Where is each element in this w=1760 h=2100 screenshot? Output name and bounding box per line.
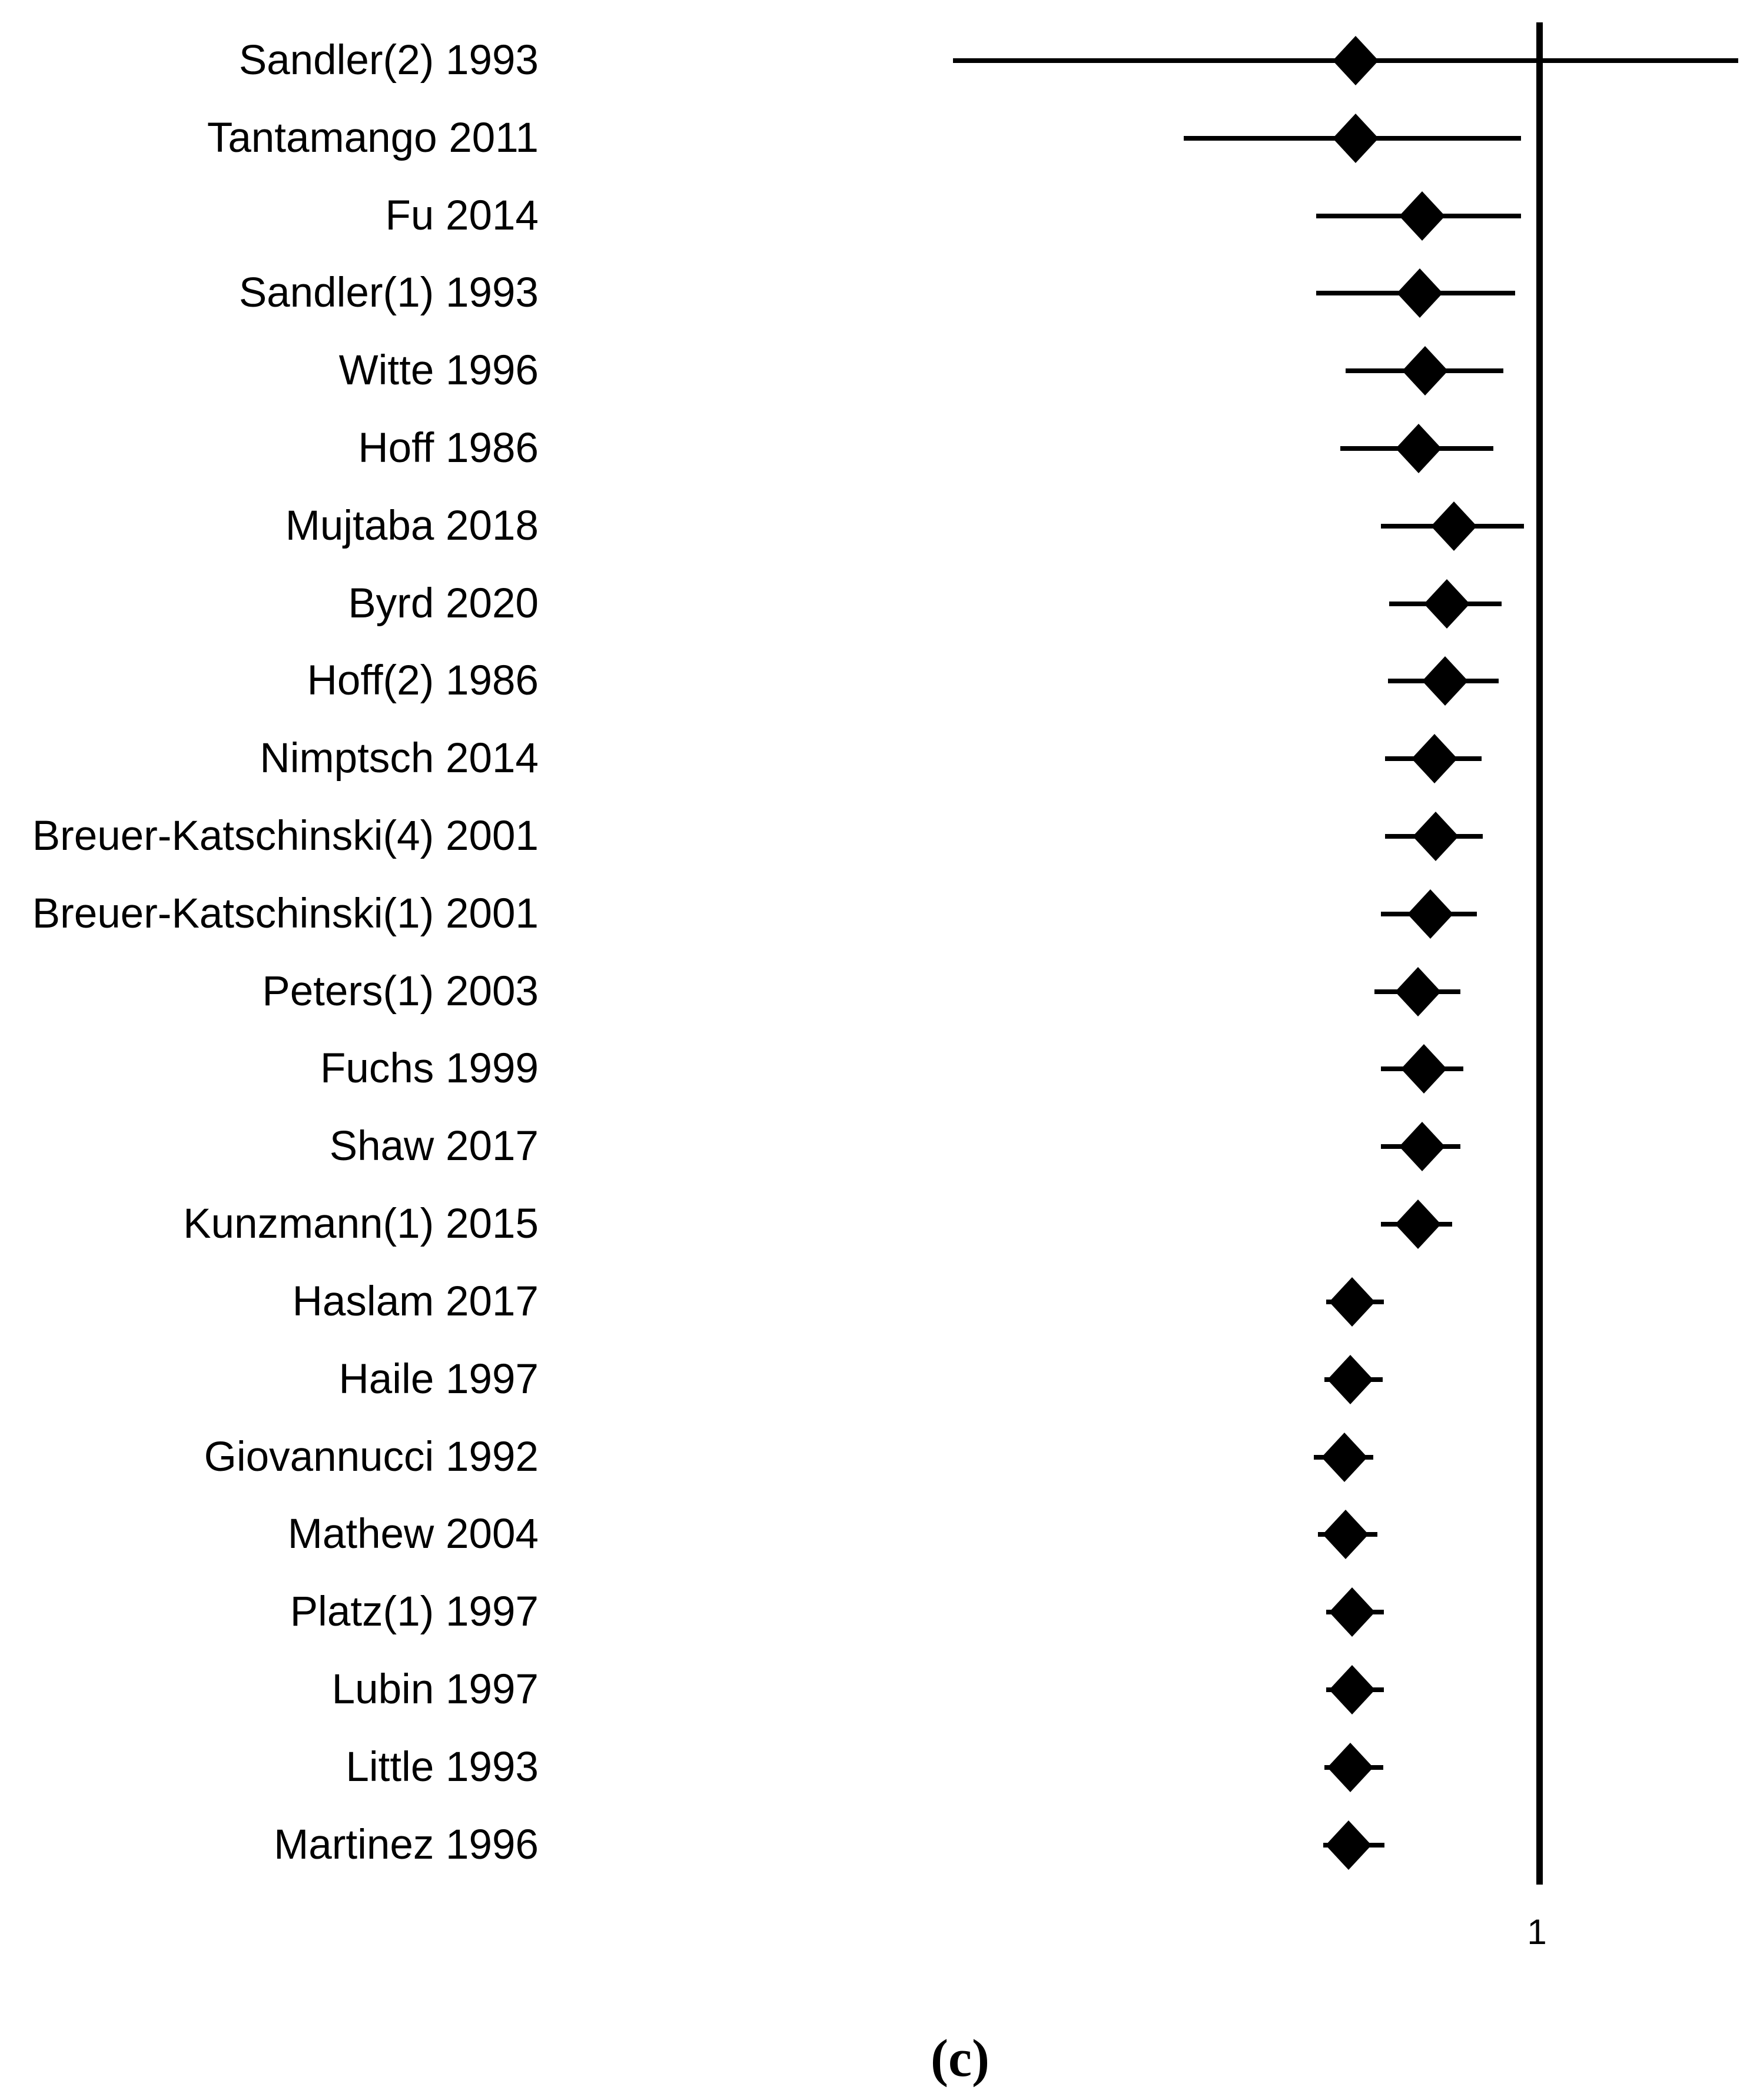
study-label: Mathew 2004 xyxy=(287,1511,539,1557)
study-label: Kunzmann(1) 2015 xyxy=(183,1201,539,1247)
x-axis-tick-label: 1 xyxy=(1527,1912,1547,1952)
diamond-marker xyxy=(1402,346,1448,396)
diamond-marker xyxy=(1329,1587,1375,1637)
study-label: Peters(1) 2003 xyxy=(262,968,539,1015)
diamond-marker xyxy=(1399,1122,1445,1171)
study-label: Little 1993 xyxy=(346,1744,539,1790)
study-label: Breuer-Katschinski(1) 2001 xyxy=(32,890,539,937)
study-label: Hoff 1986 xyxy=(358,425,539,471)
study-label: Martinez 1996 xyxy=(274,1822,539,1868)
study-label: Byrd 2020 xyxy=(348,580,539,627)
study-label: Sandler(1) 1993 xyxy=(238,270,539,316)
diamond-marker xyxy=(1412,734,1457,783)
diamond-marker xyxy=(1431,501,1477,551)
reference-line xyxy=(1536,22,1543,1885)
diamond-marker xyxy=(1401,1044,1447,1094)
diamond-marker xyxy=(1321,1433,1367,1482)
diamond-marker xyxy=(1327,1743,1373,1792)
study-label: Lubin 1997 xyxy=(331,1666,539,1713)
diamond-marker xyxy=(1329,1277,1375,1327)
diamond-marker xyxy=(1424,579,1470,629)
diamond-marker xyxy=(1326,1820,1372,1870)
study-label: Haslam 2017 xyxy=(292,1278,539,1325)
diamond-marker xyxy=(1422,656,1468,706)
study-label: Haile 1997 xyxy=(338,1356,539,1403)
study-label: Shaw 2017 xyxy=(329,1123,539,1169)
diamond-marker xyxy=(1396,424,1442,473)
study-label: Giovannucci 1992 xyxy=(204,1434,539,1480)
diamond-marker xyxy=(1395,1199,1441,1249)
study-label: Hoff(2) 1986 xyxy=(307,657,539,704)
study-label: Tantamango 2011 xyxy=(207,115,539,161)
diamond-marker xyxy=(1327,1355,1373,1404)
study-label: Fu 2014 xyxy=(385,192,539,239)
diamond-marker xyxy=(1413,812,1459,861)
diamond-marker xyxy=(1333,36,1379,85)
diamond-marker xyxy=(1395,967,1441,1016)
study-label: Platz(1) 1997 xyxy=(290,1589,539,1635)
diamond-marker xyxy=(1323,1510,1369,1559)
diamond-marker xyxy=(1399,191,1445,241)
study-label: Nimptsch 2014 xyxy=(260,735,539,782)
diamond-marker xyxy=(1329,1665,1375,1714)
panel-caption: (c) xyxy=(931,2029,989,2088)
diamond-marker xyxy=(1407,889,1453,939)
study-label: Breuer-Katschinski(4) 2001 xyxy=(32,813,539,859)
study-label: Fuchs 1999 xyxy=(320,1045,539,1092)
study-label: Witte 1996 xyxy=(338,347,539,394)
diamond-marker xyxy=(1333,114,1379,163)
study-label: Sandler(2) 1993 xyxy=(238,37,539,84)
study-label: Mujtaba 2018 xyxy=(285,503,539,549)
diamond-marker xyxy=(1397,268,1443,318)
